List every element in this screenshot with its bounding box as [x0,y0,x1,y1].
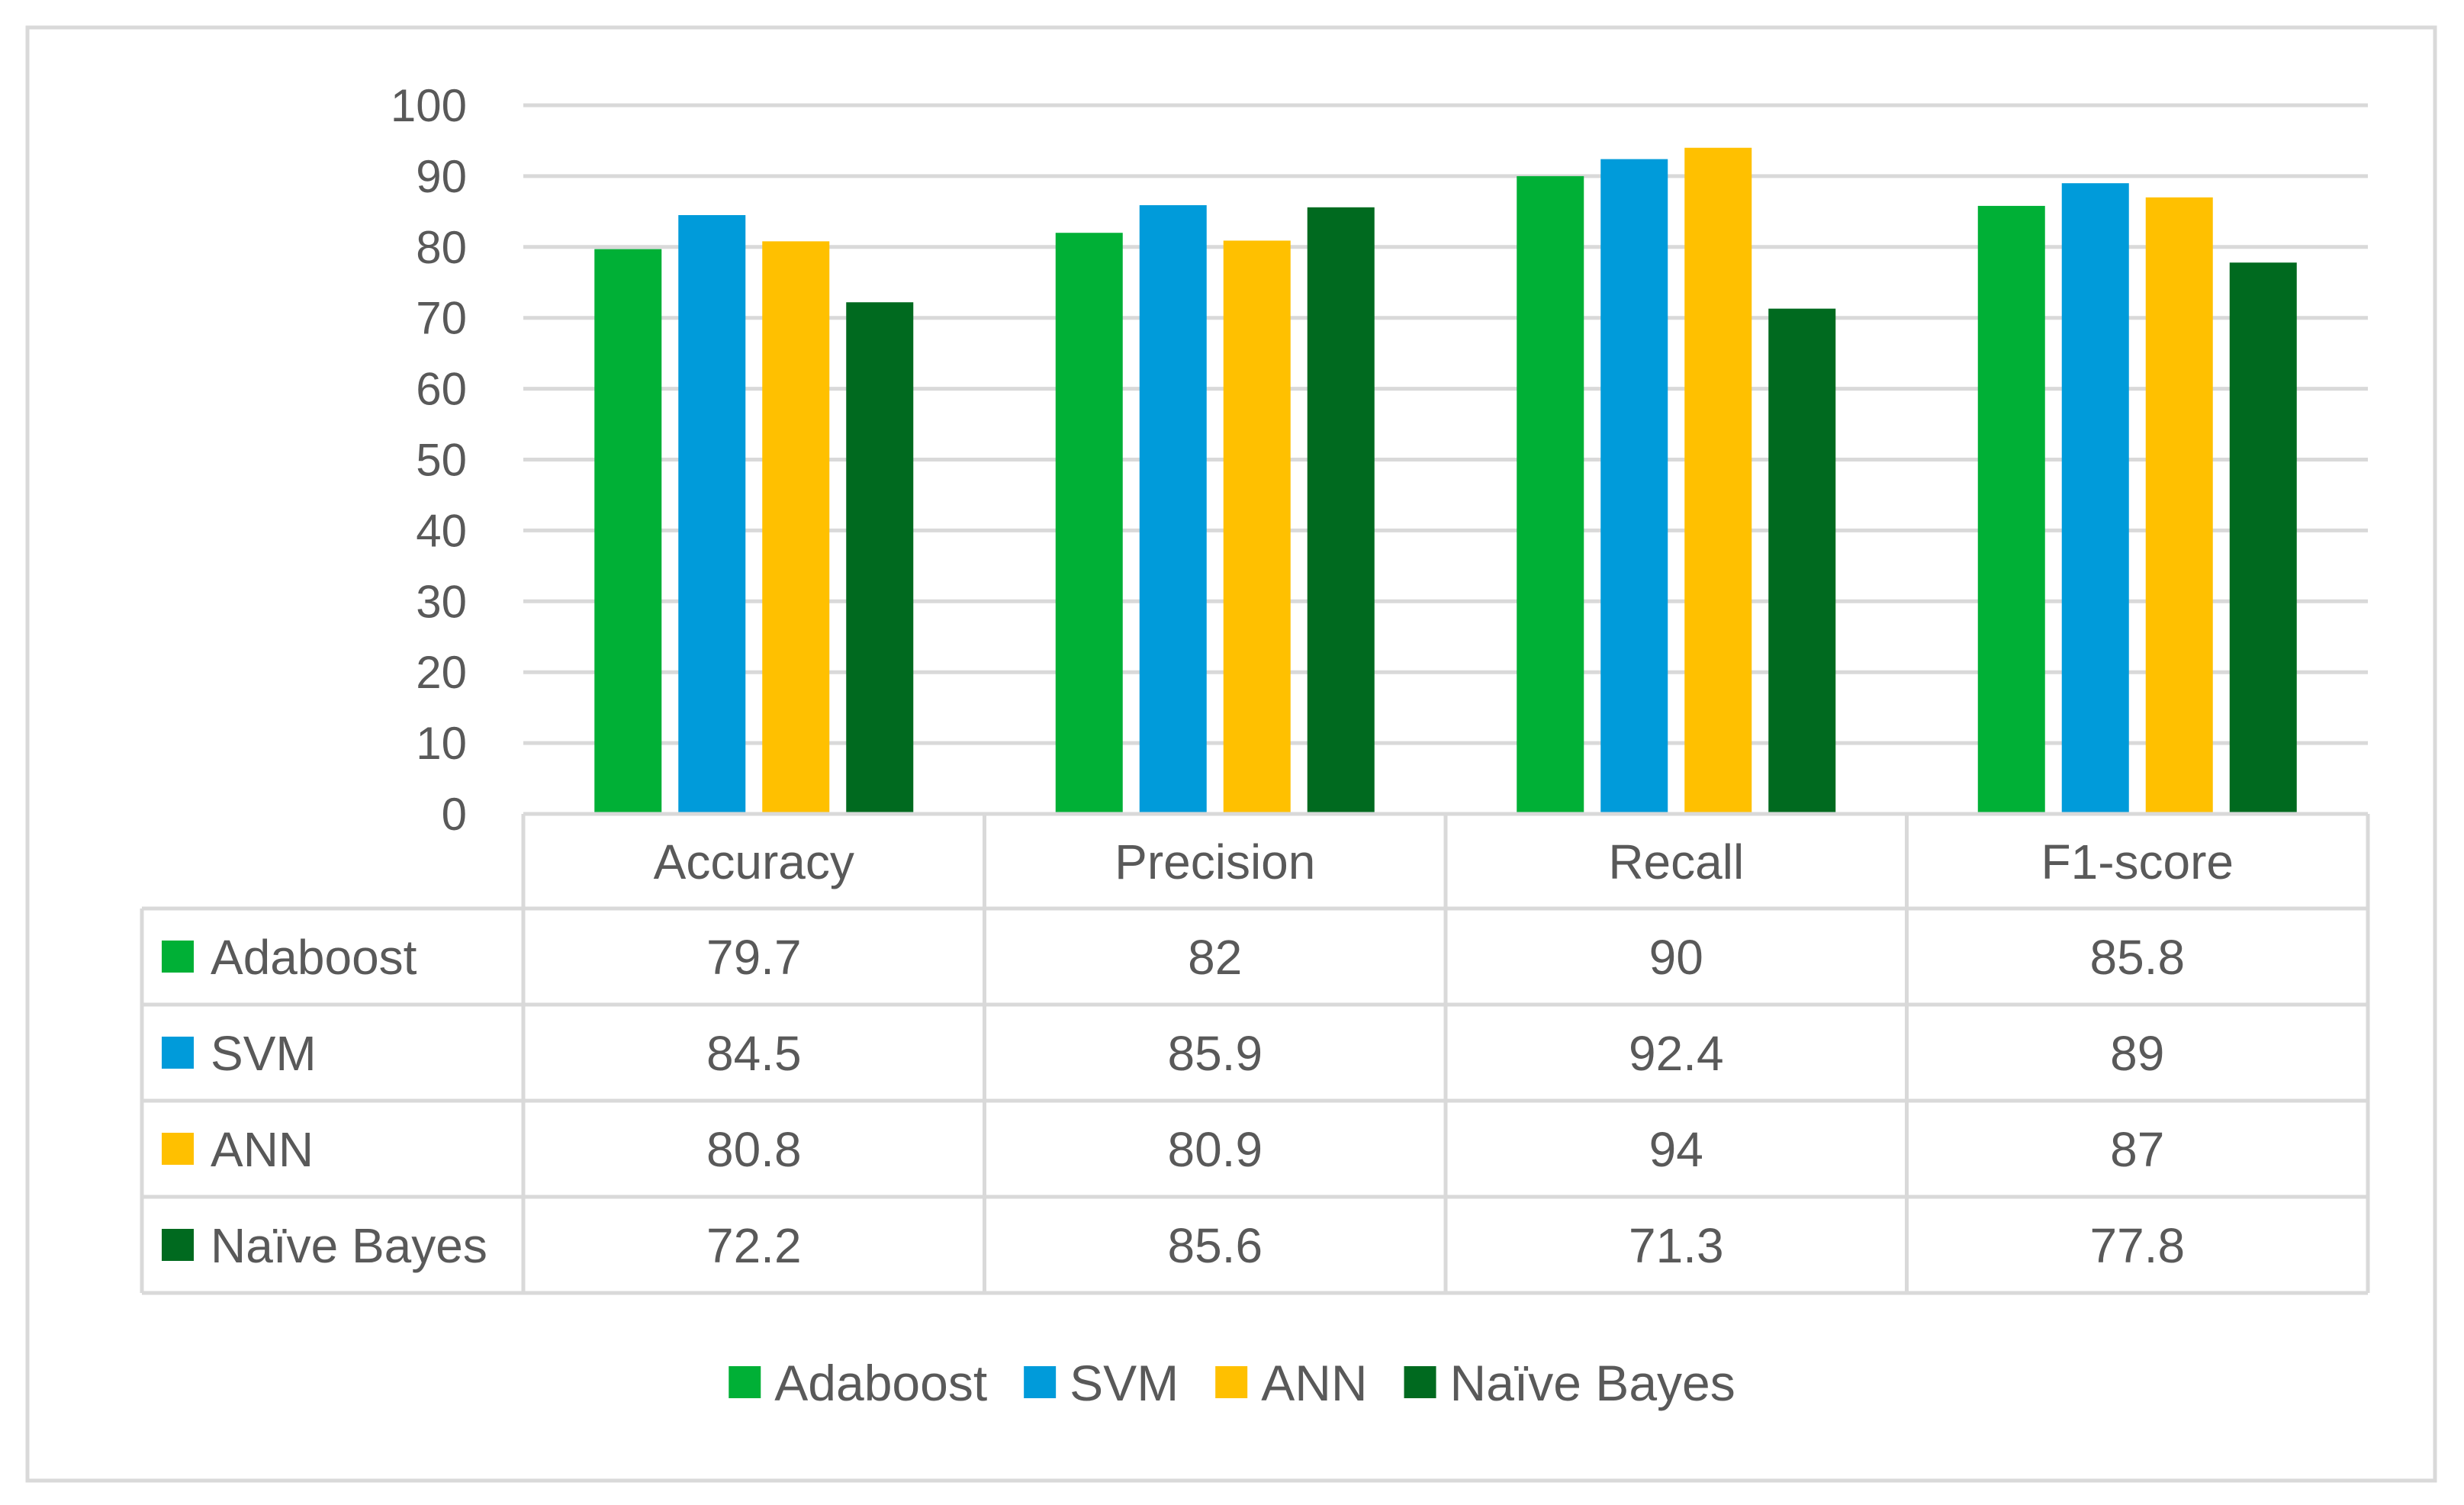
legend-swatch [1215,1366,1248,1398]
bar-na-ve-bayes-precision [1307,207,1375,814]
y-tick-label: 50 [416,435,467,486]
category-label: Recall [1608,835,1744,889]
y-tick-label: 40 [416,505,467,556]
bar-na-ve-bayes-f1-score [2229,262,2297,814]
bar-svm-f1-score [2061,183,2129,814]
category-label: Precision [1115,835,1315,889]
bar-adaboost-recall [1517,175,1584,814]
bar-ann-precision [1223,240,1291,815]
table-series-name: ANN [211,1122,314,1177]
table-cell-value: 72.2 [706,1218,802,1273]
table-cell-value: 92.4 [1629,1026,1724,1081]
legend-swatch [1024,1366,1057,1398]
table-cell-value: 77.8 [2089,1218,2185,1273]
category-label: Accuracy [654,835,854,889]
legend-item: Adaboost [729,1355,987,1411]
bar-svm-accuracy [678,214,746,814]
table-cell-value: 80.8 [706,1122,802,1177]
table-cell-value: 90 [1649,930,1703,985]
y-tick-label: 20 [416,647,467,698]
legend-swatch [1404,1366,1436,1398]
table-series-name: Naïve Bayes [211,1218,487,1273]
bar-na-ve-bayes-accuracy [846,302,914,815]
y-axis-ticks: 0 10 20 30 40 50 60 70 80 90 100 [391,80,467,840]
legend-label: Adaboost [774,1355,987,1411]
legend-item: Naïve Bayes [1404,1355,1735,1411]
bar-adaboost-precision [1055,233,1123,815]
y-tick-label: 10 [416,718,467,769]
bar-na-ve-bayes-recall [1768,308,1836,814]
bar-adaboost-f1-score [1977,205,2045,815]
y-tick-label: 100 [391,80,467,131]
bar-ann-f1-score [2145,197,2213,814]
table-series-name: Adaboost [211,930,417,985]
bar-ann-recall [1684,147,1752,815]
y-tick-label: 80 [416,222,467,273]
legend-item: ANN [1215,1355,1368,1411]
legend-swatch [729,1366,761,1398]
table-cell-value: 82 [1188,930,1242,985]
table-cell-value: 84.5 [706,1026,802,1081]
table-cell-value: 85.6 [1167,1218,1263,1273]
table-cell-value: 85.9 [1167,1026,1263,1081]
table-legend-key [162,1229,194,1261]
y-tick-label: 60 [416,364,467,415]
data-table: Accuracy Precision Recall F1-score Adaboost 7… [140,812,2370,1295]
bar-svm-recall [1600,159,1668,814]
gridlines [523,103,2368,745]
table-cell-value: 80.9 [1167,1122,1263,1177]
y-tick-label: 70 [416,293,467,344]
y-tick-label: 30 [416,576,467,627]
bar-adaboost-accuracy [594,249,662,814]
y-tick-label: 90 [416,151,467,202]
table-legend-key [162,1133,194,1165]
table-cell-value: 89 [2110,1026,2164,1081]
legend-item: SVM [1024,1355,1179,1411]
table-cell-value: 79.7 [706,930,802,985]
legend: Adaboost SVM ANN Naïve Bayes [729,1355,1735,1411]
table-series-name: SVM [211,1026,317,1081]
table-legend-key [162,1037,194,1069]
legend-label: SVM [1070,1355,1179,1411]
table-legend-key [162,941,194,973]
y-tick-label: 0 [442,789,467,840]
table-cell-value: 87 [2110,1122,2164,1177]
bar-svm-precision [1139,204,1207,814]
table-cell-value: 71.3 [1629,1218,1724,1273]
legend-label: ANN [1261,1355,1367,1411]
bars [594,147,2297,815]
table-cell-value: 94 [1649,1122,1703,1177]
table-cell-value: 85.8 [2089,930,2185,985]
legend-label: Naïve Bayes [1450,1355,1735,1411]
category-label: F1-score [2041,835,2234,889]
bar-ann-accuracy [762,241,830,814]
